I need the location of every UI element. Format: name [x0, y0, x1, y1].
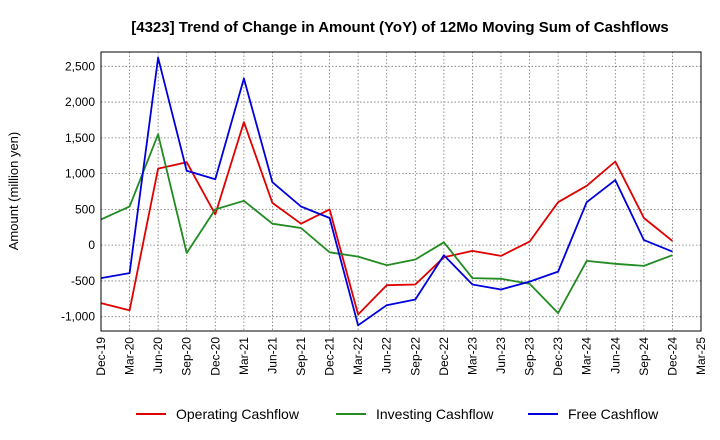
grid-lines — [100, 52, 702, 331]
series-line-free-cashflow — [100, 56, 673, 327]
x-tick-label: Dec-23 — [551, 337, 565, 376]
series-group — [100, 56, 673, 327]
x-tick-label: Mar-23 — [465, 337, 479, 375]
legend: Operating Cashflow Investing Cashflow Free… — [136, 406, 659, 422]
y-tick-label: -1,000 — [61, 310, 95, 324]
y-tick-label: 1,500 — [65, 131, 95, 145]
axis-ticks: Dec-19 Mar-20 Jun-20 Sep-20 Dec-20 Mar-21 Jun-… — [61, 59, 708, 375]
x-tick-label: Sep-23 — [523, 337, 537, 376]
y-tick-label: 0 — [88, 238, 95, 252]
chart-title: [4323] Trend of Change in Amount (YoY) o… — [131, 19, 669, 36]
x-tick-label: Mar-25 — [694, 337, 708, 375]
x-tick-label: Dec-22 — [437, 337, 451, 376]
x-tick-label: Jun-22 — [380, 337, 394, 374]
plot-frame — [100, 51, 702, 332]
x-tick-label: Mar-20 — [123, 337, 137, 375]
legend-label: Investing Cashflow — [376, 406, 494, 422]
x-tick-label: Sep-24 — [637, 337, 651, 376]
y-tick-label: 2,000 — [65, 95, 95, 109]
y-axis-label: Amount (million yen) — [6, 132, 21, 251]
legend-label: Operating Cashflow — [176, 406, 300, 422]
x-tick-label: Dec-20 — [208, 337, 222, 376]
x-tick-label: Mar-22 — [351, 337, 365, 375]
x-tick-label: Dec-19 — [94, 337, 108, 376]
y-tick-label: 2,500 — [65, 59, 95, 73]
x-tick-label: Mar-24 — [580, 337, 594, 375]
x-tick-label: Mar-21 — [237, 337, 251, 375]
y-tick-label: -500 — [71, 274, 95, 288]
x-tick-label: Jun-23 — [494, 337, 508, 374]
x-tick-label: Sep-20 — [180, 337, 194, 376]
legend-label: Free Cashflow — [568, 406, 659, 422]
series-line-investing-cashflow — [100, 133, 673, 315]
series-line-operating-cashflow — [100, 121, 673, 316]
y-tick-label: 500 — [75, 202, 95, 216]
x-tick-label: Jun-20 — [151, 337, 165, 374]
x-tick-label: Sep-22 — [408, 337, 422, 376]
x-tick-label: Jun-24 — [608, 337, 622, 374]
x-tick-label: Jun-21 — [265, 337, 279, 374]
x-tick-label: Sep-21 — [294, 337, 308, 376]
x-tick-label: Dec-24 — [665, 337, 679, 376]
x-tick-label: Dec-21 — [323, 337, 337, 376]
y-tick-label: 1,000 — [65, 167, 95, 181]
